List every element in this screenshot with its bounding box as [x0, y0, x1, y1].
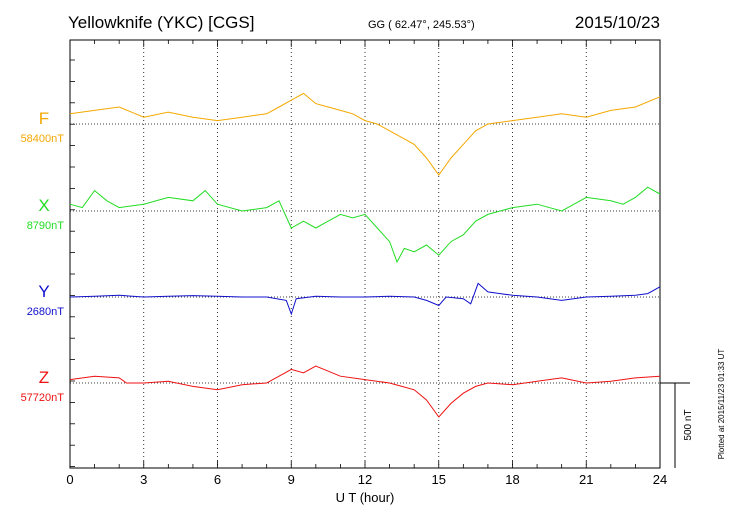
- x-tick-label: 6: [214, 472, 221, 487]
- x-axis-label: U T (hour): [336, 490, 395, 505]
- series-line-z: [69, 365, 661, 418]
- series-name-x: X: [38, 196, 49, 215]
- x-tick-label: 12: [358, 472, 372, 487]
- x-tick-label: 15: [432, 472, 446, 487]
- series-line-x: [69, 186, 661, 264]
- baseline-value-x: 8790nT: [27, 220, 65, 232]
- series-lines: [69, 92, 661, 418]
- x-tick-label: 0: [66, 472, 73, 487]
- plotted-note: Plotted at 2015/11/23 01:33 UT: [717, 349, 726, 460]
- date-label: 2015/10/23: [575, 13, 660, 32]
- series-line-f: [69, 92, 661, 176]
- series-name-f: F: [39, 109, 49, 128]
- baseline-value-f: 58400nT: [21, 133, 65, 145]
- series-name-y: Y: [38, 282, 49, 301]
- scale-bar: 500 nT: [660, 382, 694, 468]
- grid-lines: [70, 40, 660, 468]
- baseline-value-z: 57720nT: [21, 392, 65, 404]
- station-title: Yellowknife (YKC) [CGS]: [68, 13, 254, 32]
- x-tick-label: 9: [288, 472, 295, 487]
- series-name-z: Z: [39, 368, 49, 387]
- x-tick-label: 21: [579, 472, 593, 487]
- series-labels: F 58400nT X 8790nT Y 2680nT Z 57720nT: [21, 109, 65, 404]
- axis-ticks: [69, 40, 661, 468]
- x-tick-labels: 0 3 6 9 12 15 18 21 24: [66, 472, 667, 487]
- x-tick-label: 24: [653, 472, 667, 487]
- geo-coordinates: GG ( 62.47°, 245.53°): [368, 19, 475, 31]
- x-tick-label: 18: [505, 472, 519, 487]
- x-tick-label: 3: [140, 472, 147, 487]
- baseline-value-y: 2680nT: [27, 306, 65, 318]
- scale-bar-label: 500 nT: [683, 409, 694, 440]
- series-line-y: [69, 282, 661, 316]
